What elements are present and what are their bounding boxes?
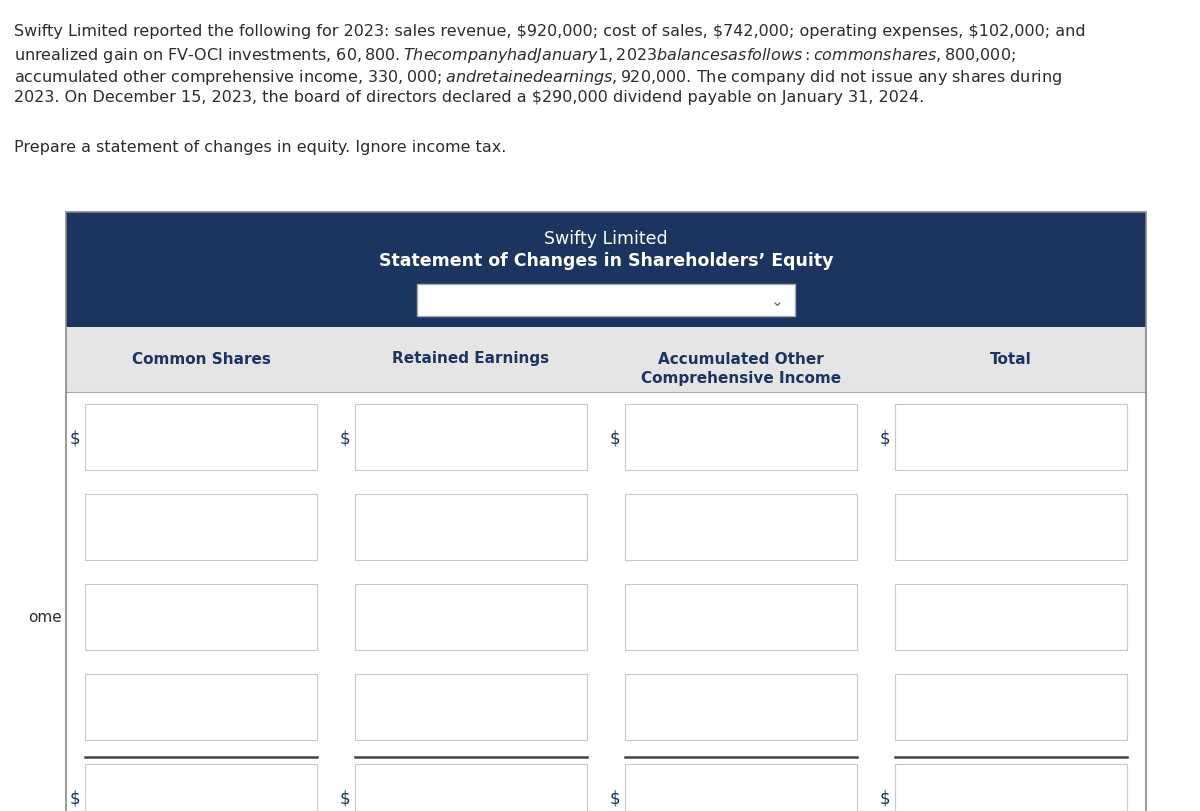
- Bar: [355, 764, 587, 811]
- Text: $: $: [70, 430, 80, 448]
- Bar: [85, 494, 317, 560]
- Bar: [85, 404, 317, 470]
- Bar: [66, 212, 1146, 811]
- Text: Swifty Limited: Swifty Limited: [544, 230, 668, 248]
- Text: $: $: [880, 790, 890, 808]
- Bar: [418, 284, 796, 316]
- Bar: [355, 674, 587, 740]
- Text: 2023. On December 15, 2023, the board of directors declared a $290,000 dividend : 2023. On December 15, 2023, the board of…: [14, 90, 924, 105]
- Bar: [625, 494, 857, 560]
- Bar: [895, 764, 1127, 811]
- Text: $: $: [340, 430, 350, 448]
- Bar: [895, 494, 1127, 560]
- Bar: [625, 404, 857, 470]
- Text: accumulated other comprehensive income, $330,000; and retained earnings, $920,00: accumulated other comprehensive income, …: [14, 68, 1062, 87]
- Bar: [895, 404, 1127, 470]
- Text: $: $: [340, 790, 350, 808]
- Text: Prepare a statement of changes in equity. Ignore income tax.: Prepare a statement of changes in equity…: [14, 140, 506, 155]
- Bar: [625, 674, 857, 740]
- Text: $: $: [610, 430, 620, 448]
- Text: ome: ome: [29, 610, 62, 625]
- Text: $: $: [70, 790, 80, 808]
- Bar: [355, 404, 587, 470]
- Bar: [355, 494, 587, 560]
- Text: Retained Earnings: Retained Earnings: [392, 351, 550, 367]
- Bar: [66, 212, 1146, 327]
- Text: $: $: [610, 790, 620, 808]
- Bar: [85, 764, 317, 811]
- Bar: [895, 584, 1127, 650]
- Text: Accumulated Other
Comprehensive Income: Accumulated Other Comprehensive Income: [641, 351, 841, 386]
- Bar: [85, 674, 317, 740]
- Bar: [66, 327, 1146, 392]
- Bar: [625, 584, 857, 650]
- Text: Common Shares: Common Shares: [132, 351, 270, 367]
- Bar: [85, 584, 317, 650]
- Bar: [355, 584, 587, 650]
- Text: Total: Total: [990, 351, 1032, 367]
- Text: Statement of Changes in Shareholders’ Equity: Statement of Changes in Shareholders’ Eq…: [379, 252, 833, 270]
- Text: unrealized gain on FV-OCI investments, $60,800. The company had January 1, 2023 : unrealized gain on FV-OCI investments, $…: [14, 46, 1015, 65]
- Text: $: $: [880, 430, 890, 448]
- Text: Swifty Limited reported the following for 2023: sales revenue, $920,000; cost of: Swifty Limited reported the following fo…: [14, 24, 1086, 39]
- Bar: [625, 764, 857, 811]
- Bar: [895, 674, 1127, 740]
- Text: ⌄: ⌄: [770, 294, 784, 309]
